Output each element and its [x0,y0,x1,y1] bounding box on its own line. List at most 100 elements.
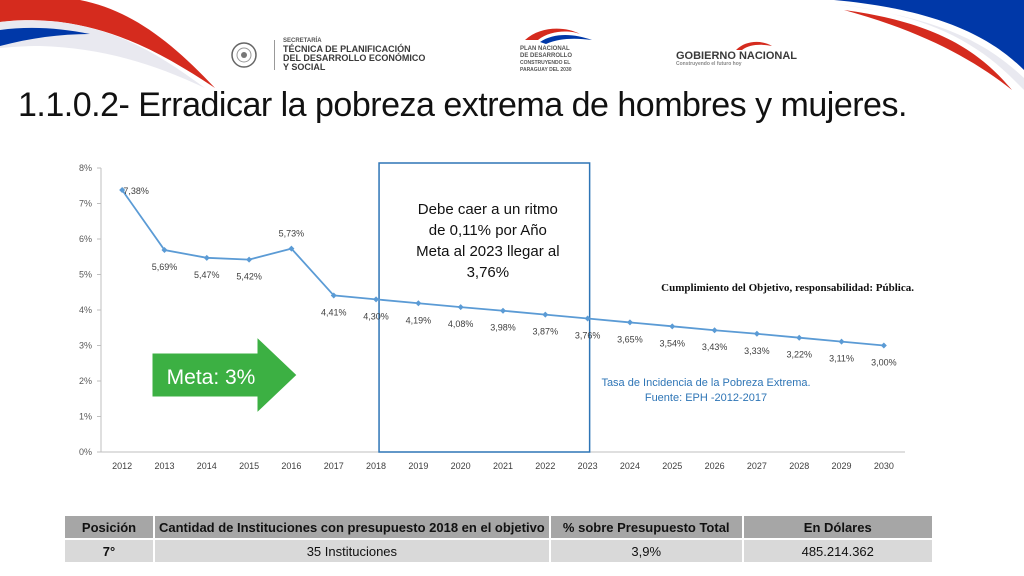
seal-icon [231,42,257,68]
table-row: 7° 35 Instituciones 3,9% 485.214.362 [63,538,934,564]
logo-gobierno-tagline: Construyendo el futuro hoy [676,61,742,67]
gobierno-swoosh-icon [736,41,772,50]
data-point [753,330,760,337]
data-point [838,338,845,345]
data-point [119,187,126,194]
data-label: 3,00% [871,358,897,368]
box-text-line: Debe caer a un ritmo [418,201,558,218]
logo-stp: SECRETARÍA TÉCNICA DE PLANIFICACIÓN DEL … [222,38,425,72]
table-header-percent: % sobre Presupuesto Total [548,514,744,540]
x-tick-label: 2021 [493,461,513,471]
logo-stp-line2: TÉCNICA DE PLANIFICACIÓN [283,44,411,54]
table-header-institutions: Cantidad de Instituciones con presupuest… [153,514,551,540]
logo-stp-text: SECRETARÍA TÉCNICA DE PLANIFICACIÓN DEL … [283,38,425,72]
data-label: 3,22% [786,350,812,360]
flag-ribbon-left [0,0,215,88]
flag-blue-stripe [0,27,90,46]
data-label: 7,38% [123,186,149,196]
data-point [246,256,253,263]
table-cell-dollars: 485.214.362 [741,538,934,564]
source-text-line: Tasa de Incidencia de la Pobreza Extrema… [601,377,810,389]
data-point [584,315,591,322]
flag-blue-stripe [834,0,1024,70]
x-tick-label: 2017 [324,461,344,471]
logo-pnd-line1: PLAN NACIONAL [520,46,570,52]
meta-arrow-label: Meta: 3% [167,366,256,389]
logo-pnd: PLAN NACIONAL DE DESARROLLO CONSTRUYENDO… [520,26,600,74]
data-point [457,304,464,311]
x-tick-label: 2016 [281,461,301,471]
data-label: 5,69% [152,262,178,272]
logo-pnd-line3: CONSTRUYENDO EL [520,60,571,66]
logo-stp-line4: Y SOCIAL [283,62,326,72]
page-title: 1.1.0.2- Erradicar la pobreza extrema de… [18,86,907,124]
box-text-line: de 0,11% por Año [429,222,547,239]
data-point [373,296,380,303]
x-tick-label: 2014 [197,461,217,471]
data-point [161,247,168,254]
logo-divider [274,40,275,70]
logo-gobierno-name: GOBIERNO NACIONAL [676,50,797,62]
logo-gobierno: GOBIERNO NACIONAL Construyendo el futuro… [676,40,797,68]
data-point [288,245,295,252]
data-label: 3,43% [702,342,728,352]
table-cell-institutions: 35 Instituciones [153,538,551,564]
y-tick-label: 2% [79,376,92,386]
data-label: 3,65% [617,334,643,344]
flag-ribbon-right [834,0,1024,90]
data-point [711,327,718,334]
table-header-dollars: En Dólares [741,514,934,540]
logo-stp-line1: SECRETARÍA [283,38,322,44]
x-tick-label: 2028 [789,461,809,471]
pnd-swoosh-icon [525,28,592,44]
x-tick-label: 2022 [535,461,555,471]
x-tick-label: 2024 [620,461,640,471]
data-point [880,342,887,349]
data-label: 3,87% [533,327,559,337]
table-cell-position: 7° [63,538,155,564]
data-label: 3,54% [659,338,685,348]
logo-pnd-line2: DE DESARROLLO [520,53,573,59]
x-tick-label: 2029 [832,461,852,471]
y-tick-label: 6% [79,234,92,244]
y-tick-label: 8% [79,163,92,173]
table-cell-percent: 3,9% [548,538,744,564]
data-point [542,311,549,318]
data-label: 3,11% [829,354,854,364]
logo-pnd-line4: PARAGUAY DEL 2030 [520,67,572,73]
data-label: 3,33% [744,346,770,356]
table-header-position: Posición [63,514,155,540]
data-label: 3,76% [575,331,601,341]
x-tick-label: 2030 [874,461,894,471]
budget-table: Posición Cantidad de Instituciones con p… [63,514,934,564]
y-tick-label: 7% [79,199,92,209]
data-point [203,254,210,261]
data-point [796,334,803,341]
flag-red-stripe [0,0,215,88]
x-tick-label: 2018 [366,461,386,471]
data-point [626,319,633,326]
x-tick-label: 2013 [154,461,174,471]
x-tick-label: 2019 [408,461,428,471]
meta-arrow-shape [151,335,298,415]
data-point [415,300,422,307]
x-tick-label: 2012 [112,461,132,471]
logo-stp-line3: DEL DESARROLLO ECONÓMICO [283,53,426,63]
data-point [669,323,676,330]
data-label: 5,42% [236,272,262,282]
data-label: 4,41% [321,307,347,317]
y-tick-label: 1% [79,412,92,422]
data-label: 5,47% [194,270,220,280]
x-tick-label: 2015 [239,461,259,471]
x-tick-label: 2027 [747,461,767,471]
x-tick-label: 2023 [578,461,598,471]
highlight-box [378,162,591,453]
y-tick-label: 3% [79,341,92,351]
data-label: 4,19% [406,315,432,325]
data-label: 4,30% [363,311,389,321]
data-label: 4,08% [448,319,474,329]
box-text-line: Meta al 2023 llegar al [416,243,559,260]
source-text-line: Fuente: EPH -2012-2017 [645,392,767,404]
x-tick-label: 2026 [705,461,725,471]
